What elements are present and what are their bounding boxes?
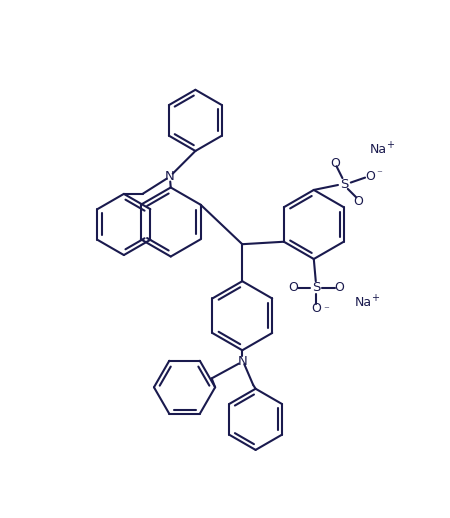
Text: S: S xyxy=(312,281,320,294)
Text: O: O xyxy=(288,281,298,294)
Text: Na: Na xyxy=(369,143,387,156)
Text: ⁻: ⁻ xyxy=(323,305,329,315)
Text: ⁻: ⁻ xyxy=(376,169,382,180)
Text: O: O xyxy=(331,157,341,170)
Text: O: O xyxy=(334,281,344,294)
Text: O: O xyxy=(311,302,321,315)
Text: +: + xyxy=(386,140,394,150)
Text: O: O xyxy=(365,170,375,183)
Text: Na: Na xyxy=(355,296,372,309)
Text: S: S xyxy=(340,178,349,191)
Text: O: O xyxy=(353,195,363,208)
Text: N: N xyxy=(238,355,247,368)
Text: +: + xyxy=(371,293,379,303)
Text: N: N xyxy=(165,170,175,183)
